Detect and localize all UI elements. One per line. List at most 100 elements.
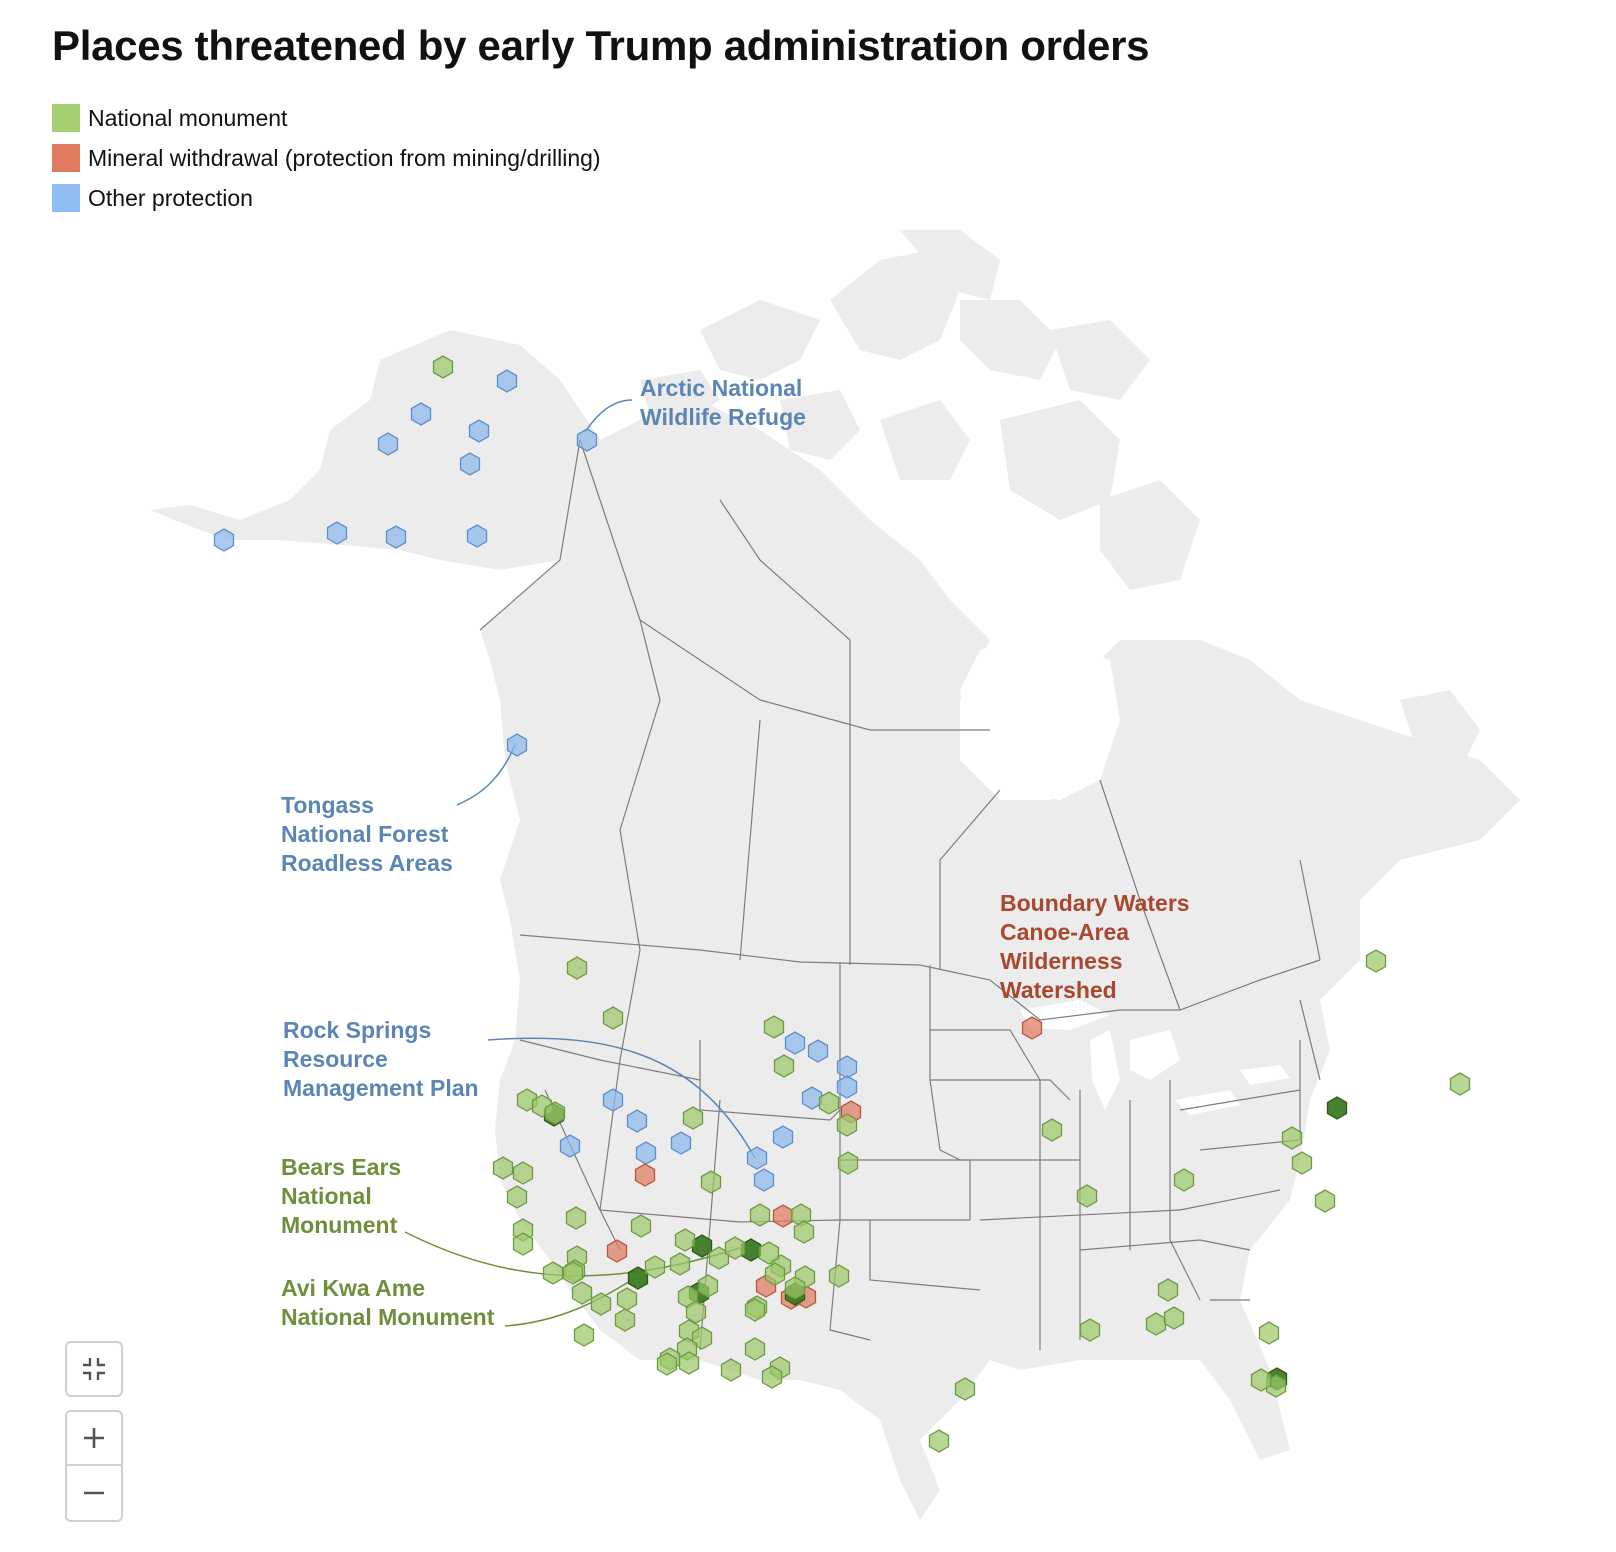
- national-monument-marker[interactable]: [512, 1161, 534, 1185]
- national-monument-marker[interactable]: [432, 355, 454, 379]
- national-monument-marker[interactable]: [697, 1274, 719, 1298]
- national-monument-marker[interactable]: [674, 1228, 696, 1252]
- other-protection-marker[interactable]: [377, 432, 399, 456]
- national-monument-marker[interactable]: [614, 1308, 636, 1332]
- national-monument-marker[interactable]: [691, 1326, 713, 1350]
- other-protection-marker[interactable]: [626, 1109, 648, 1133]
- national-monument-marker[interactable]: [763, 1015, 785, 1039]
- mineral-withdrawal-marker[interactable]: [772, 1204, 794, 1228]
- mineral-withdrawal-marker[interactable]: [1021, 1016, 1043, 1040]
- national-monument-marker[interactable]: [720, 1358, 742, 1382]
- map-title: Places threatened by early Trump adminis…: [52, 22, 1150, 69]
- other-protection-marker[interactable]: [468, 419, 490, 443]
- other-protection-marker[interactable]: [801, 1086, 823, 1110]
- national-monument-marker[interactable]: [602, 1006, 624, 1030]
- minus-icon: [84, 1491, 104, 1495]
- national-monument-marker[interactable]: [669, 1252, 691, 1276]
- mineral-withdrawal-marker[interactable]: [634, 1163, 656, 1187]
- other-protection-marker[interactable]: [784, 1031, 806, 1055]
- national-monument-marker[interactable]: [682, 1106, 704, 1130]
- national-monument-marker[interactable]: [784, 1276, 806, 1300]
- national-monument-marker[interactable]: [590, 1292, 612, 1316]
- national-monument-marker[interactable]: [1365, 949, 1387, 973]
- national-monument-marker[interactable]: [700, 1170, 722, 1194]
- national-monument-marker[interactable]: [542, 1261, 564, 1285]
- other-protection-marker[interactable]: [670, 1131, 692, 1155]
- national-monument-marker[interactable]: [1157, 1278, 1179, 1302]
- national-monument-marker[interactable]: [565, 1206, 587, 1230]
- national-monument-marker[interactable]: [818, 1091, 840, 1115]
- other-protection-marker[interactable]: [326, 521, 348, 545]
- other-protection-marker[interactable]: [772, 1125, 794, 1149]
- national-monument-marker[interactable]: [566, 956, 588, 980]
- other-protection-marker[interactable]: [753, 1168, 775, 1192]
- annotation-boundary-waters: Boundary Waters Canoe-Area Wilderness Wa…: [1000, 889, 1190, 1005]
- national-monument-marker[interactable]: [685, 1300, 707, 1324]
- national-monument-marker[interactable]: [1258, 1321, 1280, 1345]
- other-protection-marker[interactable]: [635, 1141, 657, 1165]
- great-lakes: [1020, 1000, 1290, 1115]
- other-protection-marker[interactable]: [496, 369, 518, 393]
- national-monument-marker[interactable]: [1281, 1126, 1303, 1150]
- other-protection-marker[interactable]: [385, 525, 407, 549]
- national-monument-marker[interactable]: [492, 1156, 514, 1180]
- national-monument-marker[interactable]: [744, 1298, 766, 1322]
- national-monument-marker[interactable]: [954, 1377, 976, 1401]
- national-monument-marker[interactable]: [562, 1261, 584, 1285]
- national-monument-marker[interactable]: [1145, 1312, 1167, 1336]
- national-monument-marker[interactable]: [1079, 1318, 1101, 1342]
- mineral-withdrawal-marker[interactable]: [606, 1239, 628, 1263]
- other-protection-marker[interactable]: [213, 528, 235, 552]
- national-monument-marker[interactable]: [656, 1352, 678, 1376]
- national-monument-marker[interactable]: [630, 1214, 652, 1238]
- national-monument-marker[interactable]: [512, 1232, 534, 1256]
- other-protection-marker[interactable]: [459, 452, 481, 476]
- national-monument-marker[interactable]: [744, 1337, 766, 1361]
- protected-place-markers[interactable]: [213, 355, 1471, 1453]
- national-monument-marker[interactable]: [1250, 1368, 1272, 1392]
- national-monument-marker[interactable]: [627, 1266, 649, 1290]
- national-monument-marker[interactable]: [1449, 1072, 1471, 1096]
- national-monument-marker[interactable]: [573, 1323, 595, 1347]
- national-monument-marker[interactable]: [761, 1365, 783, 1389]
- national-monument-marker[interactable]: [1076, 1184, 1098, 1208]
- national-monument-marker[interactable]: [1326, 1096, 1348, 1120]
- national-monument-marker[interactable]: [691, 1234, 713, 1258]
- zoom-in-button[interactable]: [65, 1410, 123, 1466]
- other-protection-marker[interactable]: [559, 1134, 581, 1158]
- national-monument-marker[interactable]: [571, 1281, 593, 1305]
- national-monument-marker[interactable]: [678, 1351, 700, 1375]
- national-monument-marker[interactable]: [764, 1262, 786, 1286]
- national-monument-marker[interactable]: [544, 1101, 566, 1125]
- other-protection-marker[interactable]: [602, 1088, 624, 1112]
- national-monument-marker[interactable]: [758, 1241, 780, 1265]
- national-monument-marker[interactable]: [1041, 1118, 1063, 1142]
- other-protection-marker[interactable]: [746, 1146, 768, 1170]
- national-monument-marker[interactable]: [773, 1054, 795, 1078]
- national-monument-marker[interactable]: [828, 1264, 850, 1288]
- other-protection-marker[interactable]: [466, 524, 488, 548]
- other-protection-marker[interactable]: [506, 733, 528, 757]
- national-monument-marker[interactable]: [516, 1088, 538, 1112]
- other-protection-marker[interactable]: [836, 1075, 858, 1099]
- other-protection-marker[interactable]: [576, 428, 598, 452]
- national-monument-marker[interactable]: [724, 1236, 746, 1260]
- national-monument-marker[interactable]: [836, 1113, 858, 1137]
- national-monument-marker[interactable]: [793, 1220, 815, 1244]
- national-monument-marker[interactable]: [1173, 1168, 1195, 1192]
- reset-zoom-button[interactable]: [65, 1341, 123, 1397]
- national-monument-marker[interactable]: [837, 1151, 859, 1175]
- national-monument-marker[interactable]: [616, 1287, 638, 1311]
- other-protection-marker[interactable]: [410, 402, 432, 426]
- national-monument-marker[interactable]: [1291, 1151, 1313, 1175]
- national-monument-marker[interactable]: [644, 1255, 666, 1279]
- national-monument-marker[interactable]: [1314, 1189, 1336, 1213]
- national-monument-marker[interactable]: [928, 1429, 950, 1453]
- other-protection-marker[interactable]: [807, 1039, 829, 1063]
- national-monument-marker[interactable]: [1163, 1306, 1185, 1330]
- national-monument-marker[interactable]: [749, 1203, 771, 1227]
- zoom-out-button[interactable]: [65, 1466, 123, 1522]
- other-protection-marker[interactable]: [836, 1055, 858, 1079]
- national-monument-marker[interactable]: [506, 1185, 528, 1209]
